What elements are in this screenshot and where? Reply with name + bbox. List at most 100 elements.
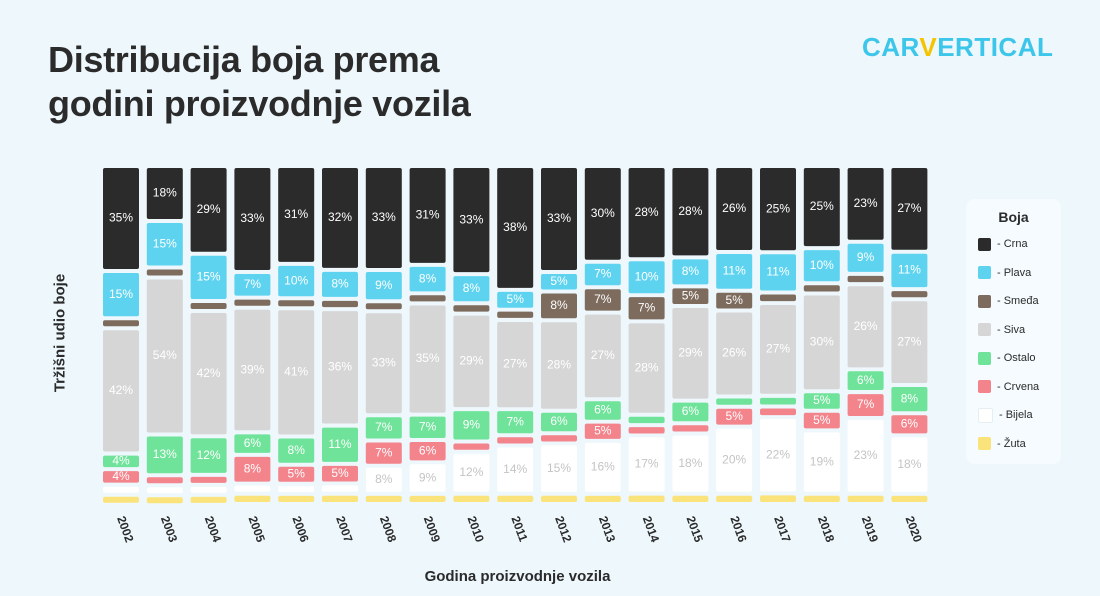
logo-text-ertical: ERTICAL [937,32,1054,62]
bar-segment-žuta-2013 [584,495,621,502]
bar-segment-ostalo-2018 [803,393,840,409]
bar-segment-žuta-2008 [365,495,402,502]
data-label-smeđa-2012: 8% [550,298,568,312]
data-label-crna-2008: 33% [372,210,396,224]
data-label-bijela-2018: 19% [810,454,834,468]
data-label-crna-2019: 23% [854,196,878,210]
bar-segment-siva-2009 [409,305,446,413]
bar-segment-siva-2020 [891,301,928,383]
legend-item-crna: - Crna [978,236,1028,252]
bar-segment-crvena-2019 [847,394,884,416]
legend-label-plava: - Plava [997,266,1032,279]
bar-segment-crna-2012 [541,168,577,270]
bar-segment-bijela-2004 [190,486,227,493]
bar-segment-bijela-2013 [584,442,621,492]
data-label-plava-2006: 10% [284,273,308,287]
data-label-ostalo-2012: 6% [550,414,568,428]
legend-label-siva: - Siva [997,323,1026,336]
data-label-crna-2010: 33% [459,212,483,226]
bar-segment-crvena-2011 [497,437,534,444]
data-label-siva-2007: 36% [328,359,352,373]
bar-segment-smeđa-2017 [760,294,796,302]
x-tick-label-2016: 2016 [727,514,749,544]
bar-segment-plava-2014 [628,261,665,294]
data-label-ostalo-2011: 7% [507,414,525,428]
bar-segment-plava-2011 [497,291,534,308]
data-label-smeđa-2016: 5% [726,293,744,307]
data-label-ostalo-2018: 5% [813,393,831,407]
bar-segment-smeđa-2006 [278,300,315,307]
x-tick-label-2010: 2010 [465,514,487,544]
data-label-ostalo-2019: 6% [857,373,875,387]
data-label-plava-2011: 5% [507,292,525,306]
bar-segment-siva-2014 [628,323,665,413]
data-label-ostalo-2009: 7% [419,419,437,433]
bar-segment-crvena-2014 [628,427,665,434]
logo-text-car: CAR [862,32,920,62]
bar-segment-žuta-2016 [716,495,753,502]
data-label-siva-2003: 54% [153,348,177,362]
data-label-siva-2005: 39% [240,362,264,376]
legend-swatch-smeđa [978,294,991,308]
legend-label-smeđa: - Smeđa [997,295,1039,307]
bar-segment-žuta-2009 [409,495,446,502]
bar-segment-crvena-2013 [584,423,621,439]
bar-segment-ostalo-2015 [672,402,709,422]
bar-segment-žuta-2003 [146,497,183,504]
bar-segment-plava-2004 [190,255,227,299]
data-label-crvena-2016: 5% [726,409,744,423]
data-label-siva-2020: 27% [897,334,921,348]
legend-label-crvena: - Crvena [997,380,1040,393]
data-label-crvena-2006: 5% [288,466,306,480]
legend-swatch-bijela [978,407,993,423]
x-tick-label-2018: 2018 [815,514,837,544]
bar-segment-crna-2002 [103,168,139,269]
bar-segment-ostalo-2019 [847,371,884,390]
logo-text-v: V [919,32,938,62]
data-label-siva-2008: 33% [372,355,396,369]
x-tick-label-2012: 2012 [552,514,574,544]
bar-segment-smeđa-2015 [672,288,709,304]
bar-segment-siva-2016 [716,312,753,395]
data-label-crvena-2005: 8% [244,461,262,475]
bar-segment-plava-2006 [278,265,315,297]
data-label-crvena-2008: 7% [375,445,393,459]
bar-segment-crvena-2020 [891,415,928,434]
bar-segment-smeđa-2003 [146,269,183,276]
legend-label-žuta: - Žuta [997,437,1026,450]
bar-segment-bijela-2005 [234,485,271,492]
bar-segment-ostalo-2010 [453,411,490,440]
x-tick-label-2015: 2015 [684,514,706,544]
y-axis-label: Tržišni udio boje [51,273,69,393]
bar-segment-crna-2018 [803,168,840,247]
legend: Boja - Crna - Plava - Smeđa - Siva - Ostalo -… [966,199,1061,464]
bar-segment-smeđa-2016 [716,292,753,309]
bar-segment-siva-2006 [278,310,315,435]
bar-segment-crvena-2003 [146,477,183,484]
bar-segment-smeđa-2005 [234,299,271,306]
data-label-ostalo-2008: 7% [375,420,393,434]
data-label-bijela-2010: 12% [459,465,483,479]
bar-segment-žuta-2017 [760,495,796,502]
legend-swatch-ostalo [978,351,991,365]
bar-segment-žuta-2004 [190,496,227,503]
x-tick-label-2008: 2008 [377,514,399,544]
bar-segment-siva-2008 [365,313,402,414]
x-tick-label-2013: 2013 [596,514,618,544]
data-label-siva-2009: 35% [416,351,440,365]
bar-segment-ostalo-2012 [541,412,577,432]
bar-segment-crvena-2004 [190,476,227,483]
data-label-smeđa-2014: 7% [638,300,656,314]
data-label-ostalo-2002: 4% [112,454,130,468]
bar-segment-smeđa-2007 [322,300,358,308]
bar-segment-plava-2003 [146,223,183,266]
bar-segment-crna-2008 [365,168,402,268]
data-label-crna-2002: 35% [109,211,133,225]
data-label-ostalo-2003: 13% [153,447,177,461]
legend-swatch-plava [978,266,991,279]
data-label-plava-2019: 9% [857,250,875,264]
bar-segment-crvena-2018 [803,412,840,429]
bar-segment-siva-2013 [584,314,621,398]
data-label-siva-2015: 29% [678,345,702,359]
